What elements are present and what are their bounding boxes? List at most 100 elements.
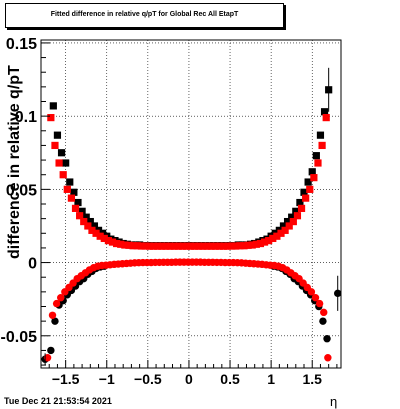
data-point [207, 242, 215, 250]
data-point [228, 242, 236, 250]
plot-frame [40, 39, 342, 369]
data-point [252, 240, 260, 248]
data-point [90, 222, 99, 230]
data-point [260, 238, 269, 246]
data-point [288, 213, 296, 221]
data-point [86, 217, 94, 226]
data-point [96, 232, 104, 240]
data-point [70, 188, 78, 196]
data-point [84, 222, 92, 230]
data-point [104, 237, 112, 245]
data-point [88, 226, 96, 234]
data-point [141, 242, 149, 250]
data-point [292, 207, 300, 215]
data-point [285, 222, 293, 230]
data-point [312, 152, 320, 160]
data-point [57, 149, 66, 157]
data-point [53, 131, 62, 139]
data-point [265, 237, 273, 245]
data-point [48, 311, 57, 319]
data-point [186, 242, 195, 250]
data-point [191, 242, 199, 250]
data-point [199, 242, 207, 250]
data-point [76, 212, 84, 220]
data-point [289, 217, 297, 226]
x-tick-label: 1.5 [302, 371, 322, 387]
data-point [62, 159, 70, 167]
data-point [300, 188, 308, 196]
grid-lines [41, 40, 341, 368]
data-point [223, 242, 232, 250]
x-tick-label: −1.5 [52, 371, 80, 387]
data-point [162, 242, 170, 250]
data-point [281, 226, 289, 234]
data-point [55, 159, 63, 167]
x-tick-label: −1 [99, 371, 115, 387]
data-point [240, 242, 248, 250]
data-point [302, 194, 310, 202]
data-point [195, 242, 203, 250]
tick-labels: −1.5 −1 −0.5 0 0.5 1 1.5 -0.05 0 0.05 0.1 0.15 [1, 36, 323, 387]
data-point [52, 299, 61, 308]
data-point [322, 114, 330, 122]
data-point [311, 294, 320, 302]
data-point [256, 239, 265, 248]
x-tick-label: −0.5 [134, 371, 162, 387]
data-point [320, 308, 328, 317]
data-point [236, 242, 244, 250]
data-point [320, 108, 329, 116]
data-point [279, 222, 288, 230]
data-point [293, 212, 302, 220]
y-tick-label: 0.15 [6, 36, 37, 53]
data-point [170, 242, 178, 250]
data-point [178, 242, 186, 250]
data-point [154, 242, 162, 250]
data-point [92, 229, 100, 237]
data-point [296, 198, 304, 207]
data-point [145, 242, 154, 250]
data-point [49, 102, 57, 110]
chart-title-box: Fitted difference in relative q/pT for G… [5, 3, 284, 28]
data-point [310, 174, 318, 182]
data-point [314, 159, 322, 167]
data-point [211, 242, 219, 250]
data-point [244, 241, 252, 249]
data-point [324, 354, 332, 362]
data-point [113, 239, 121, 248]
data-point [121, 241, 129, 249]
axis-ticks [40, 42, 338, 368]
data-point [47, 114, 55, 122]
data-points [41, 67, 342, 366]
x-tick-label: 1 [267, 371, 275, 387]
data-point [323, 335, 331, 343]
data-point [304, 178, 312, 186]
x-tick-label: 0 [185, 371, 193, 387]
data-point [137, 242, 145, 250]
data-point [283, 217, 292, 226]
data-point [78, 207, 86, 215]
data-point [232, 242, 240, 250]
data-point [219, 242, 228, 250]
series-3 [43, 258, 332, 362]
data-point [269, 234, 277, 243]
data-point [318, 141, 326, 150]
data-point [47, 346, 55, 355]
data-point [319, 317, 327, 325]
data-point [108, 238, 117, 246]
x-tick-label: 0.5 [220, 371, 240, 387]
data-point [117, 240, 125, 248]
data-point [43, 354, 52, 362]
data-point [51, 317, 59, 325]
data-point [307, 288, 316, 296]
timestamp-footer: Tue Dec 21 21:53:54 2021 [4, 396, 112, 406]
y-tick-label: -0.05 [1, 329, 38, 346]
data-point [82, 213, 90, 221]
data-point [158, 242, 166, 250]
data-point [316, 131, 325, 139]
data-point [74, 198, 82, 207]
data-point [315, 299, 324, 308]
data-point [125, 241, 133, 249]
data-point [100, 234, 108, 243]
series-1 [47, 114, 330, 250]
